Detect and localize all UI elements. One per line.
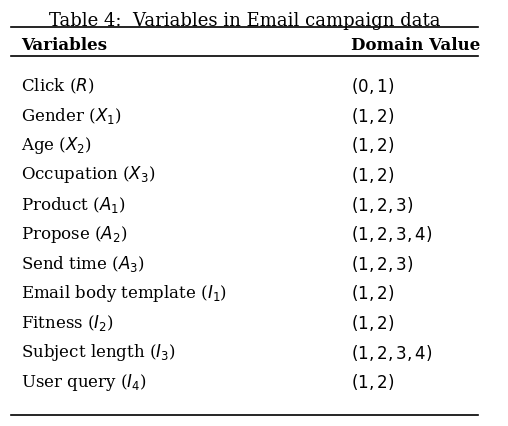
Text: Variables: Variables — [21, 37, 107, 55]
Text: Table 4:  Variables in Email campaign data: Table 4: Variables in Email campaign dat… — [49, 12, 440, 30]
Text: $(1, 2)$: $(1, 2)$ — [352, 283, 395, 303]
Text: $(1, 2, 3)$: $(1, 2, 3)$ — [352, 254, 414, 274]
Text: Subject length ($I_3$): Subject length ($I_3$) — [21, 342, 175, 363]
Text: $(1, 2)$: $(1, 2)$ — [352, 313, 395, 333]
Text: Email body template ($I_1$): Email body template ($I_1$) — [21, 283, 227, 304]
Text: Send time ($A_3$): Send time ($A_3$) — [21, 254, 144, 274]
Text: $(1, 2)$: $(1, 2)$ — [352, 372, 395, 392]
Text: $(1, 2)$: $(1, 2)$ — [352, 106, 395, 126]
Text: Product ($A_1$): Product ($A_1$) — [21, 195, 125, 215]
Text: Gender ($X_1$): Gender ($X_1$) — [21, 106, 121, 126]
Text: Click ($R$): Click ($R$) — [21, 76, 94, 96]
Text: $(1, 2)$: $(1, 2)$ — [352, 135, 395, 155]
Text: Occupation ($X_3$): Occupation ($X_3$) — [21, 164, 155, 185]
Text: Domain Value: Domain Value — [352, 37, 481, 55]
Text: User query ($I_4$): User query ($I_4$) — [21, 372, 147, 393]
Text: Age ($X_2$): Age ($X_2$) — [21, 135, 91, 156]
Text: $(0, 1)$: $(0, 1)$ — [352, 76, 395, 96]
Text: $(1, 2, 3)$: $(1, 2, 3)$ — [352, 195, 414, 215]
Text: $(1, 2, 3, 4)$: $(1, 2, 3, 4)$ — [352, 343, 433, 363]
Text: Propose ($A_2$): Propose ($A_2$) — [21, 224, 127, 245]
Text: Fitness ($I_2$): Fitness ($I_2$) — [21, 313, 114, 333]
Text: $(1, 2)$: $(1, 2)$ — [352, 165, 395, 185]
Text: $(1, 2, 3, 4)$: $(1, 2, 3, 4)$ — [352, 224, 433, 244]
